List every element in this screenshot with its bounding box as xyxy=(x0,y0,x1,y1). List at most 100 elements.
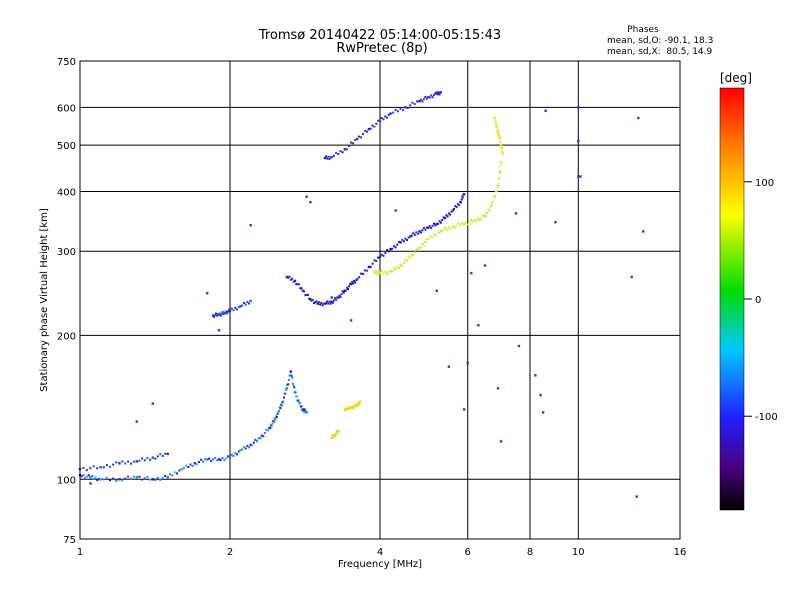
data-point xyxy=(436,91,439,94)
data-point xyxy=(105,464,108,467)
data-point xyxy=(497,133,500,136)
data-point xyxy=(466,361,469,365)
data-point xyxy=(331,301,334,304)
data-point xyxy=(490,203,493,207)
data-point xyxy=(392,266,395,269)
data-point xyxy=(498,177,501,180)
data-point xyxy=(439,221,442,224)
data-point xyxy=(291,382,294,385)
data-point xyxy=(401,264,404,267)
data-point xyxy=(483,264,487,267)
data-point xyxy=(345,407,348,410)
data-point xyxy=(387,270,390,273)
data-point xyxy=(305,195,308,198)
data-point xyxy=(141,478,144,481)
data-point xyxy=(293,279,297,283)
data-point xyxy=(396,265,399,268)
data-point xyxy=(492,196,495,199)
data-point xyxy=(422,226,425,229)
data-point xyxy=(499,140,502,143)
data-point xyxy=(450,210,453,213)
data-point xyxy=(483,215,487,218)
data-point xyxy=(332,436,335,439)
data-point xyxy=(220,312,223,315)
data-point xyxy=(289,278,292,281)
data-point xyxy=(391,269,394,272)
data-point xyxy=(279,407,282,410)
data-point xyxy=(337,296,340,299)
data-point xyxy=(473,219,477,222)
data-point xyxy=(217,313,221,316)
data-point xyxy=(378,255,382,259)
data-point xyxy=(156,476,159,479)
data-point xyxy=(399,107,402,110)
data-point xyxy=(308,297,311,300)
data-point xyxy=(336,432,339,435)
data-point xyxy=(499,170,502,173)
data-point xyxy=(375,260,378,263)
data-point xyxy=(404,237,407,240)
data-point xyxy=(365,269,368,272)
data-point xyxy=(350,141,353,144)
data-point xyxy=(424,241,427,244)
data-point xyxy=(360,136,363,139)
data-point xyxy=(348,408,351,411)
data-point xyxy=(577,106,580,109)
data-point xyxy=(109,479,112,482)
data-point xyxy=(482,214,485,217)
data-point xyxy=(94,476,97,479)
data-point xyxy=(422,98,425,101)
data-point xyxy=(159,453,162,456)
data-point xyxy=(87,474,90,477)
data-point xyxy=(99,465,102,469)
data-point xyxy=(288,275,291,278)
data-point xyxy=(409,255,412,259)
data-point xyxy=(324,155,327,158)
data-point xyxy=(330,300,333,304)
data-point xyxy=(161,476,164,479)
data-point xyxy=(249,299,252,303)
data-point xyxy=(459,224,462,227)
data-point xyxy=(314,301,317,304)
data-point xyxy=(202,460,205,463)
data-point xyxy=(285,388,288,391)
data-point xyxy=(327,302,330,305)
data-point xyxy=(437,231,440,234)
data-point xyxy=(335,151,338,154)
data-point xyxy=(494,120,497,123)
data-point xyxy=(96,479,99,482)
data-point xyxy=(166,476,169,479)
data-point xyxy=(189,463,192,466)
plot-frame xyxy=(79,60,681,540)
data-point xyxy=(491,200,494,203)
data-point xyxy=(354,281,357,284)
data-point xyxy=(313,302,316,305)
data-point xyxy=(333,433,337,436)
data-point xyxy=(352,407,355,410)
data-point xyxy=(534,374,537,377)
data-point xyxy=(293,386,296,389)
data-point xyxy=(338,294,341,297)
y-tick-label: 300 xyxy=(57,247,76,258)
chart-title: Tromsø 20140422 05:14:00-05:15:43 xyxy=(258,28,501,43)
data-point xyxy=(112,463,115,466)
data-point xyxy=(392,245,395,248)
data-point xyxy=(246,444,249,447)
data-point xyxy=(249,224,252,227)
data-point xyxy=(246,301,249,304)
data-point xyxy=(428,225,431,228)
data-point xyxy=(458,204,461,207)
data-point xyxy=(413,251,416,254)
data-point xyxy=(296,283,299,286)
data-point xyxy=(228,456,232,459)
data-point xyxy=(301,289,305,292)
data-point xyxy=(339,150,342,153)
data-point xyxy=(554,221,557,224)
data-point xyxy=(427,95,430,99)
data-point xyxy=(329,302,332,305)
data-point xyxy=(249,443,252,447)
data-point xyxy=(324,302,327,305)
data-point xyxy=(387,250,390,253)
data-point xyxy=(455,224,458,227)
data-point xyxy=(409,104,412,107)
